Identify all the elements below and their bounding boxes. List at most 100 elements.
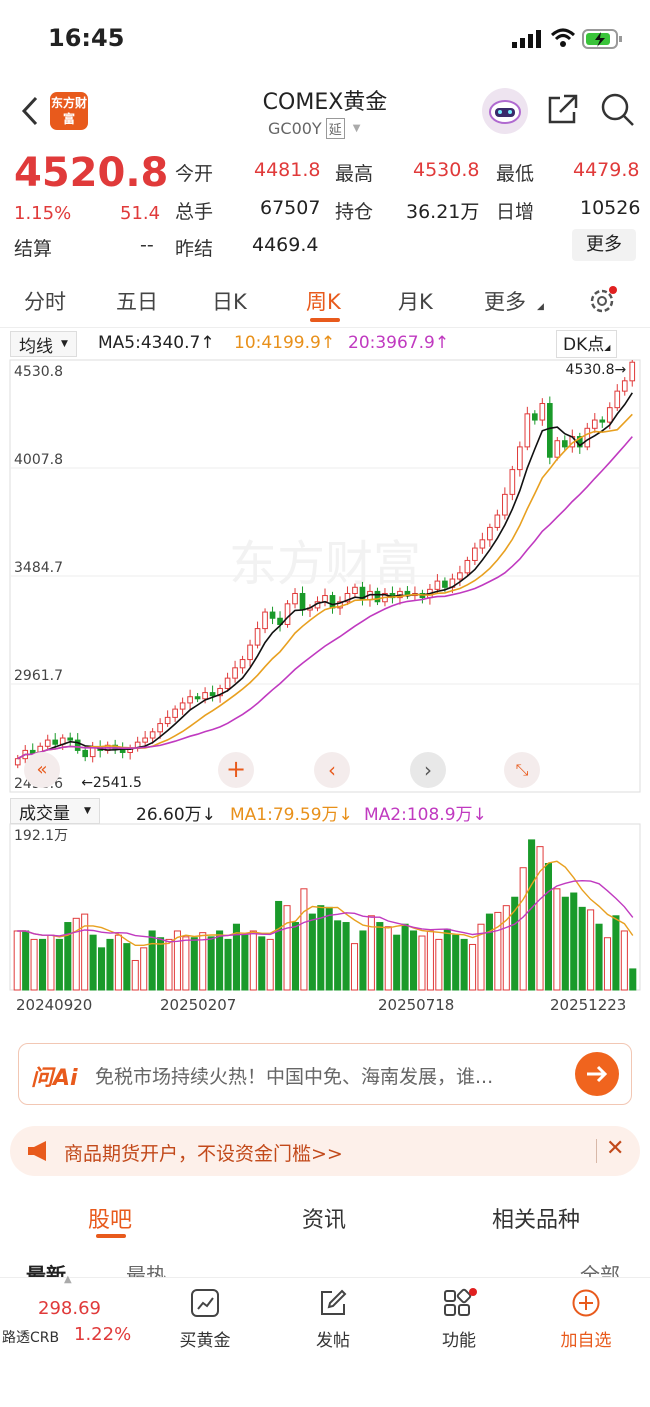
filter-hot[interactable]: 最热 — [126, 1263, 166, 1280]
tab-daily-k[interactable]: 日K — [212, 290, 247, 314]
volume-bar — [275, 900, 283, 991]
candle-body — [606, 407, 613, 423]
volume-bar — [595, 923, 603, 991]
open-interest-value: 36.21万 — [406, 201, 480, 223]
volume-bar — [13, 930, 21, 991]
volume-bar — [47, 934, 55, 991]
buy-gold-button[interactable]: 买黄金 — [170, 1278, 240, 1351]
contract-code-row[interactable]: GC00Y 延 ▼ — [268, 118, 360, 139]
tab-five-day[interactable]: 五日 — [116, 290, 158, 314]
arrow-right-icon[interactable] — [575, 1052, 619, 1096]
volume-bar — [30, 938, 38, 991]
promo-text: 商品期货开户，不设资金门槛>> — [64, 1143, 343, 1165]
volume-bar — [536, 846, 544, 991]
volume-bar — [578, 906, 586, 991]
volume-bar — [553, 888, 561, 991]
battery-icon — [582, 28, 624, 54]
volume-bar — [249, 930, 257, 991]
x-tick-label: 20240920 — [16, 996, 92, 1014]
search-icon[interactable] — [600, 92, 636, 132]
volume-bar — [393, 934, 401, 991]
add-watchlist-button[interactable]: 加自选 — [550, 1278, 622, 1351]
candle-body — [262, 611, 268, 630]
tab-related[interactable]: 相关品种 — [492, 1208, 581, 1233]
tab-monthly-k[interactable]: 月K — [398, 290, 433, 314]
volume-bar — [106, 938, 114, 991]
robot-avatar-icon[interactable] — [482, 88, 528, 134]
volume-bar — [182, 936, 190, 991]
volume-bar — [494, 911, 502, 991]
candle-body — [149, 731, 156, 739]
chevron-down-icon: ▼ — [61, 339, 68, 349]
volume-label: 总手 — [175, 201, 214, 223]
quote-panel: 4520.8 1.15% 51.4 结算 -- 今开 4481.8 最高 453… — [0, 150, 650, 270]
ticker-value[interactable]: 298.69 — [38, 1298, 101, 1319]
daily-increase-label: 日增 — [496, 201, 535, 223]
double-left-icon[interactable]: « — [24, 752, 60, 788]
candle-body — [539, 403, 546, 421]
tab-more[interactable]: 更多 — [484, 290, 526, 314]
candle-body — [546, 403, 553, 458]
volume-bar — [199, 932, 207, 991]
volume-bar — [460, 938, 468, 991]
x-tick-label: 20251223 — [550, 996, 626, 1014]
low-label: 最低 — [496, 163, 535, 185]
volume-select[interactable]: 成交量 ▼ — [10, 798, 100, 824]
tab-weekly-k[interactable]: 周K — [306, 290, 341, 314]
expand-icon[interactable]: ⤡ — [504, 752, 540, 788]
volume-bar — [55, 938, 63, 991]
last-price: 4520.8 — [14, 150, 169, 196]
share-icon[interactable] — [546, 92, 580, 130]
candle-body — [532, 413, 538, 421]
indicator-select[interactable]: 均线 ▼ — [10, 331, 77, 357]
more-button[interactable]: 更多 — [572, 229, 636, 261]
volume-bar — [587, 909, 595, 991]
filter-all[interactable]: 全部 — [580, 1263, 620, 1280]
ticker-name[interactable]: 路透CRB — [2, 1330, 60, 1346]
post-button[interactable]: 发帖 — [298, 1278, 368, 1351]
tab-guba[interactable]: 股吧 — [88, 1208, 133, 1233]
prev-settle-label: 昨结 — [175, 238, 214, 260]
kline-chart[interactable]: 4530.84007.83484.72961.72438.6东方财富4530.8… — [0, 330, 650, 1030]
candle-body — [52, 739, 59, 745]
volume-bar — [435, 938, 443, 991]
chevron-down-icon: ▼ — [84, 806, 91, 816]
features-button[interactable]: 功能 — [424, 1278, 494, 1351]
volume-bar — [131, 959, 139, 991]
volume-bar — [469, 943, 477, 991]
ai-brand: 问Ai — [31, 1066, 78, 1091]
add-circle-icon — [571, 1288, 601, 1318]
indicator-select-label: 均线 — [19, 336, 53, 357]
ai-search-box[interactable]: 问Ai 免税市场持续火热！中国中免、海南发展，谁... — [18, 1043, 632, 1105]
volume-bar — [410, 930, 418, 991]
ticker-change[interactable]: 1.22% — [74, 1324, 132, 1345]
tab-intraday[interactable]: 分时 — [24, 290, 66, 314]
chevron-left-icon[interactable]: ‹ — [314, 752, 350, 788]
promo-banner[interactable]: 商品期货开户，不设资金门槛>> ✕ — [10, 1126, 640, 1176]
volume-bar — [325, 906, 333, 991]
volume-bar — [72, 917, 80, 991]
volume-bar — [114, 934, 122, 991]
volume-bar — [173, 930, 181, 991]
candle-body — [179, 702, 186, 710]
caret-up-icon: ▲ — [64, 1274, 72, 1285]
chevron-right-icon[interactable]: › — [410, 752, 446, 788]
tab-news[interactable]: 资讯 — [302, 1208, 347, 1233]
volume-bar — [232, 923, 240, 991]
ma10-label: 10:4199.9↑ — [234, 333, 336, 353]
kline-chart-svg[interactable]: 4530.84007.83484.72961.72438.6东方财富4530.8… — [0, 330, 650, 1030]
brand-logo: 东方财富 — [50, 92, 88, 130]
megaphone-icon — [26, 1140, 52, 1166]
settings-icon[interactable] — [588, 286, 618, 321]
filter-latest[interactable]: 最新 — [26, 1263, 66, 1280]
prev-settle-value: 4469.4 — [252, 234, 319, 256]
plus-icon[interactable]: + — [218, 752, 254, 788]
candle-body — [247, 644, 253, 661]
dk-point-button[interactable]: DK点◢ — [556, 330, 618, 358]
edit-icon — [318, 1288, 348, 1318]
contract-code: GC00Y — [268, 119, 322, 138]
back-icon[interactable] — [18, 94, 42, 132]
candle-body — [224, 677, 231, 689]
close-icon[interactable]: ✕ — [606, 1136, 625, 1161]
volume-bar — [359, 930, 367, 991]
